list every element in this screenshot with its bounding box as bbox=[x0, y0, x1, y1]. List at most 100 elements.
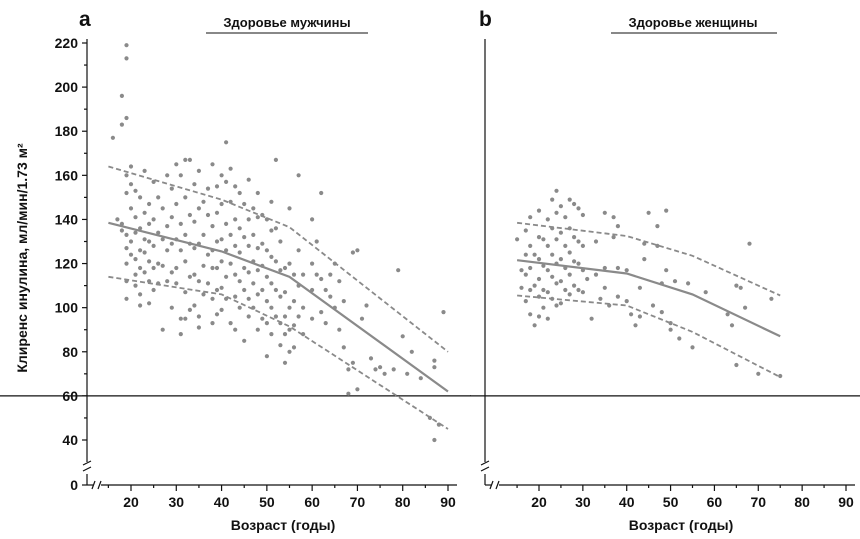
data-point bbox=[405, 371, 410, 376]
data-point bbox=[142, 168, 147, 173]
data-point bbox=[147, 201, 152, 207]
data-point bbox=[637, 285, 643, 290]
data-point bbox=[260, 263, 265, 268]
data-point bbox=[142, 237, 147, 242]
data-point bbox=[703, 290, 708, 295]
data-point bbox=[378, 365, 383, 370]
data-point bbox=[242, 287, 247, 293]
data-point bbox=[119, 221, 124, 226]
data-point bbox=[233, 184, 238, 189]
data-point bbox=[567, 226, 572, 231]
data-point bbox=[174, 265, 179, 271]
data-point bbox=[611, 235, 616, 240]
data-point bbox=[769, 296, 774, 301]
data-point bbox=[196, 325, 201, 330]
data-point bbox=[615, 224, 621, 229]
data-point bbox=[523, 272, 528, 277]
data-point bbox=[615, 294, 621, 299]
data-point bbox=[151, 179, 156, 184]
data-point bbox=[319, 310, 324, 315]
data-point bbox=[237, 190, 242, 196]
data-point bbox=[160, 237, 165, 242]
data-point bbox=[519, 268, 524, 273]
panel-b-title: Здоровье женщины bbox=[628, 15, 757, 30]
data-point bbox=[255, 246, 260, 251]
data-point bbox=[528, 265, 533, 271]
panel-a-y-tick-label: 120 bbox=[55, 256, 79, 272]
data-point bbox=[391, 367, 396, 372]
panel-a-x-tick-label: 30 bbox=[168, 494, 184, 510]
data-point bbox=[756, 371, 761, 376]
data-point bbox=[409, 349, 414, 354]
data-point bbox=[151, 265, 156, 271]
data-point bbox=[224, 140, 229, 145]
data-point bbox=[296, 314, 301, 319]
data-point bbox=[124, 56, 129, 61]
data-point bbox=[264, 299, 269, 304]
mean-trend-line bbox=[516, 259, 781, 338]
data-point bbox=[278, 321, 283, 326]
data-point bbox=[668, 327, 673, 332]
data-point bbox=[192, 272, 197, 277]
data-point bbox=[287, 349, 292, 354]
data-point bbox=[567, 197, 572, 202]
data-point bbox=[124, 279, 129, 284]
data-point bbox=[598, 296, 603, 301]
data-point bbox=[124, 232, 129, 237]
data-point bbox=[278, 294, 283, 299]
data-point bbox=[210, 162, 215, 167]
data-point bbox=[580, 212, 586, 218]
data-point bbox=[242, 338, 247, 343]
data-point bbox=[563, 287, 568, 293]
data-point bbox=[602, 265, 607, 271]
panel-b-x-tick-label: 50 bbox=[663, 494, 679, 510]
panel-a-label: a bbox=[79, 8, 91, 31]
data-point bbox=[328, 272, 333, 277]
data-point bbox=[128, 252, 134, 257]
data-point bbox=[328, 294, 333, 299]
data-point bbox=[237, 305, 242, 310]
data-point bbox=[519, 285, 524, 290]
data-point bbox=[269, 332, 274, 337]
data-point bbox=[310, 316, 315, 321]
data-point bbox=[576, 206, 581, 211]
data-point bbox=[563, 243, 568, 248]
data-point bbox=[255, 215, 260, 220]
data-point bbox=[541, 263, 546, 268]
data-point bbox=[178, 316, 183, 321]
data-point bbox=[228, 166, 233, 171]
data-point bbox=[201, 263, 206, 268]
data-point bbox=[242, 235, 247, 240]
data-point bbox=[260, 212, 265, 218]
data-point bbox=[554, 303, 559, 308]
data-point bbox=[432, 437, 437, 443]
data-point bbox=[169, 186, 174, 191]
data-point bbox=[323, 321, 328, 326]
data-point bbox=[355, 387, 360, 392]
data-point bbox=[219, 259, 224, 264]
data-point bbox=[545, 243, 550, 248]
panel-a-x-tick-label: 60 bbox=[304, 494, 320, 510]
panel-a-x-tick-label: 90 bbox=[440, 494, 456, 510]
data-point bbox=[192, 246, 197, 251]
data-point bbox=[332, 305, 337, 310]
data-point bbox=[585, 276, 590, 282]
data-point bbox=[138, 265, 143, 271]
data-point bbox=[572, 235, 577, 240]
data-point bbox=[115, 217, 120, 222]
data-point bbox=[196, 241, 201, 246]
data-point bbox=[214, 239, 220, 244]
data-point bbox=[296, 283, 301, 288]
data-point bbox=[269, 305, 274, 310]
data-point bbox=[296, 248, 301, 253]
data-point bbox=[278, 343, 283, 348]
data-point bbox=[210, 224, 215, 229]
data-point bbox=[183, 290, 188, 295]
data-point bbox=[558, 230, 564, 235]
panel-b-x-tick-label: 70 bbox=[750, 494, 766, 510]
data-point bbox=[251, 206, 256, 211]
data-point bbox=[138, 226, 143, 231]
data-point bbox=[228, 261, 233, 266]
data-point bbox=[128, 164, 134, 169]
panel-b-label: b bbox=[479, 8, 492, 31]
